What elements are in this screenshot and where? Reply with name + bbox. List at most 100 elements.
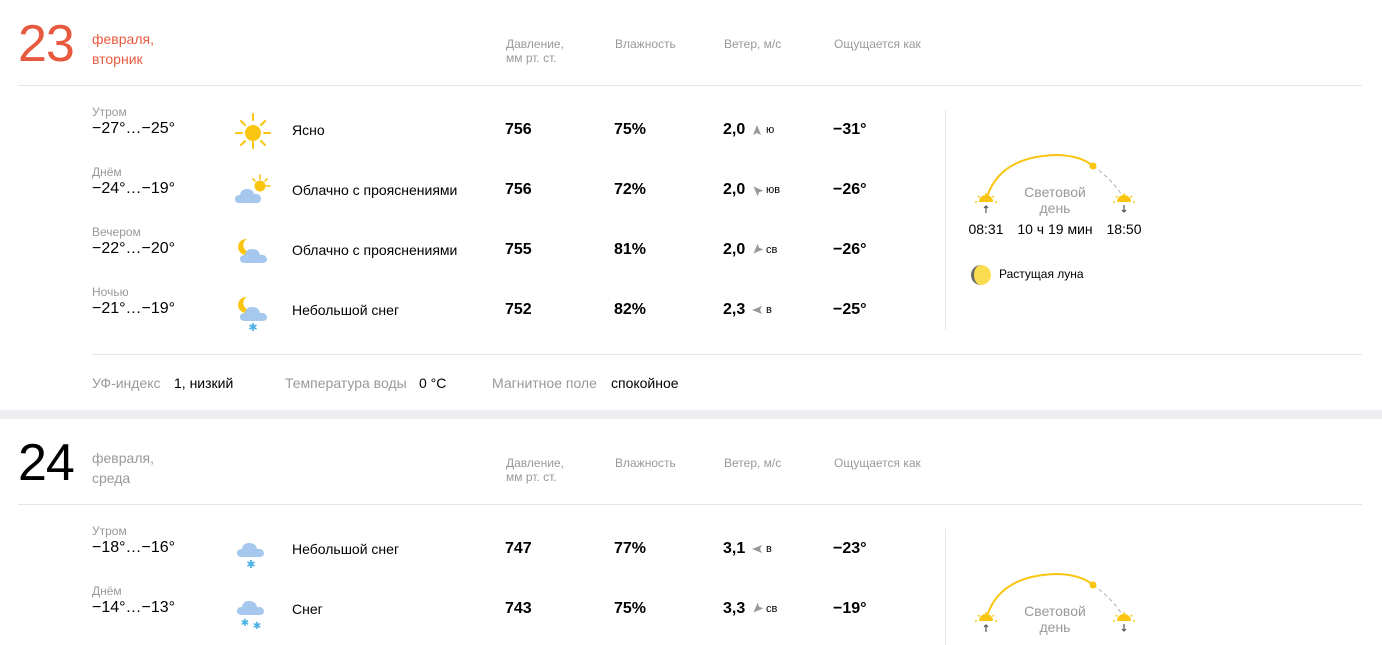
wind-arrow-icon <box>753 186 763 197</box>
cloud-snow2-icon: ✱ ✱ <box>237 601 264 630</box>
feels-value: −26° <box>833 241 867 258</box>
part-of-day: Днём <box>92 165 122 179</box>
cloud-moon-icon <box>238 238 267 263</box>
svg-text:✱: ✱ <box>248 321 257 331</box>
daylight-label-line2: день <box>1039 619 1071 635</box>
magnetic-value: спокойное <box>611 375 679 391</box>
svg-text:✱: ✱ <box>246 558 255 570</box>
temperature: −21°…−19° <box>92 300 176 317</box>
sun-icon <box>235 113 271 149</box>
daylight-label: Световой день <box>1005 603 1105 635</box>
feels-value: −31° <box>833 121 867 138</box>
pressure-value: 755 <box>505 241 532 258</box>
forecast-row-morning: Утром −18°…−16° ✱ Небольшой снег 747 77%… <box>0 524 940 584</box>
day-month: февраля, <box>92 31 154 47</box>
header-pressure-line1: Давление, <box>506 456 564 470</box>
svg-text:✱: ✱ <box>253 621 261 630</box>
part-of-day: Ночью <box>92 285 129 299</box>
humidity-value: 75% <box>614 121 647 138</box>
header-wind: Ветер, м/с <box>724 37 782 51</box>
moon-icon <box>971 265 991 285</box>
part-of-day: Вечером <box>92 225 141 239</box>
header-pressure-line1: Давление, <box>506 37 564 51</box>
divider <box>18 504 1362 505</box>
sun-arc <box>986 153 1124 198</box>
wind-direction: в <box>766 304 772 316</box>
pressure-value: 752 <box>505 301 532 318</box>
day-weekday: вторник <box>92 51 143 67</box>
forecast-row-evening: Вечером −22°…−20° Облачно с прояснениями… <box>0 225 940 285</box>
condition: Облачно с прояснениями <box>292 242 458 258</box>
part-of-day: Днём <box>92 584 122 598</box>
wind-arrow-icon <box>753 243 763 254</box>
divider <box>92 354 1362 355</box>
feels-value: −19° <box>833 600 867 617</box>
wind-value: 2,0 <box>723 121 746 138</box>
cloud-moon-snow-icon: ✱ <box>238 296 267 331</box>
temperature: −18°…−16° <box>92 539 176 556</box>
sunrise-time: 08:31 <box>968 221 1004 237</box>
part-of-day: Утром <box>92 524 127 538</box>
water-temp-value: 0 °C <box>419 375 447 391</box>
sun-arc <box>986 572 1124 617</box>
wind-direction: св <box>766 603 778 615</box>
temperature: −27°…−25° <box>92 120 176 137</box>
wind-value: 2,3 <box>723 301 746 318</box>
daylight-length: 10 ч 19 мин <box>1017 221 1093 237</box>
day-weekday: среда <box>92 470 131 486</box>
day-number: 23 <box>18 15 75 73</box>
header-humidity: Влажность <box>615 37 676 51</box>
humidity-value: 81% <box>614 241 647 258</box>
pressure-value: 747 <box>505 540 532 557</box>
sunrise-icon <box>975 193 997 213</box>
condition: Ясно <box>292 122 325 138</box>
wind-value: 2,0 <box>723 241 746 258</box>
wind-arrow-icon <box>752 306 762 314</box>
svg-text:✱: ✱ <box>241 618 249 629</box>
header-feels: Ощущается как <box>834 37 921 51</box>
header-pressure-line2: мм рт. ст. <box>506 51 557 65</box>
cloud-sun-icon <box>235 174 271 203</box>
header-feels: Ощущается как <box>834 456 921 470</box>
header-wind: Ветер, м/с <box>724 456 782 470</box>
sunrise-icon <box>975 612 997 632</box>
wind-direction: юв <box>766 184 781 196</box>
daylight-label-line2: день <box>1039 200 1071 216</box>
header-pressure: Давление, мм рт. ст. <box>506 37 564 65</box>
pressure-value: 756 <box>505 181 532 198</box>
humidity-value: 75% <box>614 600 647 617</box>
sunset-time: 18:50 <box>1106 221 1142 237</box>
feels-value: −26° <box>833 181 867 198</box>
wind-direction: ю <box>766 124 775 136</box>
day-23: 23 февраля, вторник Давление, мм рт. ст.… <box>0 15 1362 391</box>
sunset-icon <box>1113 193 1135 213</box>
temperature: −24°…−19° <box>92 180 176 197</box>
humidity-value: 72% <box>614 181 647 198</box>
feels-value: −25° <box>833 301 867 318</box>
humidity-value: 82% <box>614 301 647 318</box>
uv-value: 1, низкий <box>174 375 234 391</box>
day-month: февраля, <box>92 450 154 466</box>
forecast-row-morning: Утром −27°…−25° Ясно 756 75% 2,0 ю −31° <box>0 105 940 165</box>
daylight-label: Световой день <box>1005 184 1105 216</box>
water-temp-label: Температура воды <box>285 375 407 391</box>
day-date: февраля, среда <box>92 448 154 488</box>
pressure-value: 743 <box>505 600 532 617</box>
part-of-day: Утром <box>92 105 127 119</box>
header-pressure-line2: мм рт. ст. <box>506 470 557 484</box>
day-24: 24 февраля, среда Давление, мм рт. ст. В… <box>0 419 1382 645</box>
pressure-value: 756 <box>505 121 532 138</box>
wind-direction: св <box>766 244 778 256</box>
uv-label: УФ-индекс <box>92 375 161 391</box>
wind-direction: в <box>766 543 772 555</box>
condition: Облачно с прояснениями <box>292 182 458 198</box>
moon-phase: Растущая луна <box>999 267 1084 281</box>
temperature: −22°…−20° <box>92 240 176 257</box>
feels-value: −23° <box>833 540 867 557</box>
wind-value: 3,1 <box>723 540 746 557</box>
daylight-label-line1: Световой <box>1024 184 1086 200</box>
day-number: 24 <box>18 434 75 492</box>
wind-arrow-icon <box>753 125 761 135</box>
wind-value: 2,0 <box>723 181 746 198</box>
column-divider <box>945 110 946 330</box>
